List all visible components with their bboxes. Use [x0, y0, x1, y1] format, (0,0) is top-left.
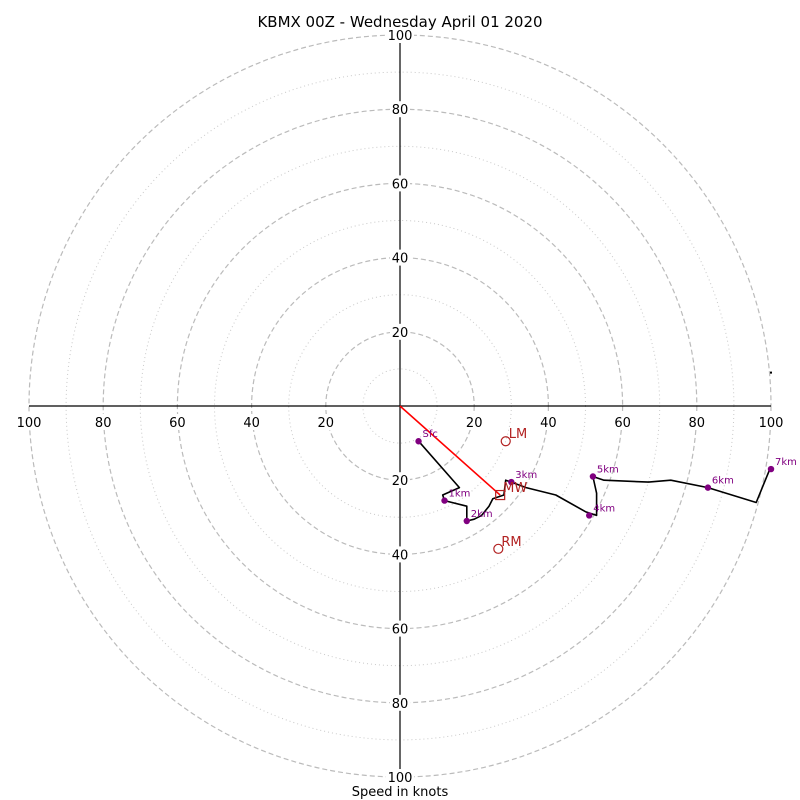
height-marker-dot	[586, 512, 593, 519]
height-marker-label: 7km	[775, 457, 797, 468]
height-marker-label: 3km	[515, 470, 537, 481]
tick-label-top: 100	[388, 29, 413, 44]
storm-motion-square	[495, 489, 506, 501]
storm-motion-label: RM	[501, 535, 521, 550]
chart-title: KBMX 00Z - Wednesday April 01 2020	[257, 13, 542, 31]
hodograph-trace	[417, 440, 772, 522]
tick-label-bottom: 20	[392, 474, 409, 489]
tick-label-top: 20	[392, 326, 409, 341]
tick-label-right: 100	[759, 416, 784, 431]
tick-label-left: 100	[17, 416, 42, 431]
tick-label-top-bg	[390, 101, 410, 118]
tick-label-bottom-bg	[390, 472, 410, 489]
tick-label-left-bg	[315, 414, 336, 430]
tick-label-left: 80	[95, 416, 112, 431]
tick-label-right: 80	[689, 416, 706, 431]
tick-label-top: 40	[392, 252, 409, 267]
height-marker-dot	[415, 438, 422, 445]
height-marker-dot	[767, 465, 775, 473]
tick-label-bottom: 60	[392, 623, 409, 638]
tick-label-top-bg	[390, 249, 410, 266]
tick-label-right-bg	[464, 414, 485, 430]
tick-label-bottom-bg	[390, 546, 410, 563]
tick-label-top: 60	[392, 177, 409, 192]
tick-label-right: 60	[614, 416, 631, 431]
tick-label-left: 60	[169, 416, 186, 431]
storm-motion-label: LM	[509, 427, 527, 442]
tick-label-bottom: 80	[392, 697, 409, 712]
height-marker-dot	[589, 473, 597, 480]
tick-label-right-bg	[612, 414, 633, 430]
height-marker-dot	[508, 478, 515, 486]
tick-label-right: 20	[466, 416, 483, 431]
shear-vector-line	[399, 405, 501, 496]
tick-label-bottom: 40	[392, 548, 409, 563]
tick-label-left: 20	[318, 416, 335, 431]
height-marker-label: 5km	[597, 464, 619, 475]
stray-point	[770, 371, 772, 374]
height-marker-label: 4km	[593, 503, 615, 514]
tick-label-right: 40	[540, 416, 557, 431]
storm-motion-circle	[493, 543, 504, 554]
tick-label-bottom: 100	[388, 771, 413, 786]
tick-label-left-bg	[167, 414, 188, 430]
height-marker-label: 2km	[471, 509, 493, 520]
height-marker-dot	[441, 497, 448, 504]
tick-label-right-bg	[757, 414, 785, 430]
tick-label-right-bg	[538, 414, 559, 430]
storm-motion-label: MW	[503, 481, 527, 496]
tick-label-left-bg	[15, 414, 43, 430]
tick-label-left: 40	[243, 416, 260, 431]
hodograph-series	[399, 371, 772, 522]
tick-label-right-bg	[686, 414, 707, 430]
storm-motion-circle	[500, 436, 511, 447]
height-marker-dot	[704, 484, 712, 491]
tick-label-top-bg	[386, 27, 414, 43]
tick-label-top-bg	[390, 175, 410, 192]
tick-labels: 20 20 20 20 40 40 40 40 60 60 60 60 80 80 80 80 100 100 10…	[15, 27, 785, 786]
tick-label-bottom-bg	[386, 769, 414, 785]
tick-label-top: 80	[392, 103, 409, 118]
tick-label-bottom-bg	[390, 620, 410, 637]
tick-label-left-bg	[93, 414, 114, 430]
height-marker-label: 1km	[449, 489, 471, 500]
tick-label-left-bg	[241, 414, 262, 430]
storm-motion-markers: LM MW RM	[493, 427, 527, 554]
tick-label-top-bg	[390, 323, 410, 340]
height-marker-label: 6km	[712, 476, 734, 487]
tick-label-bottom-bg	[390, 694, 410, 711]
x-axis-label: Speed in knots	[352, 785, 449, 800]
height-marker-dot	[463, 517, 470, 525]
height-marker-label: Sfc	[423, 429, 438, 440]
